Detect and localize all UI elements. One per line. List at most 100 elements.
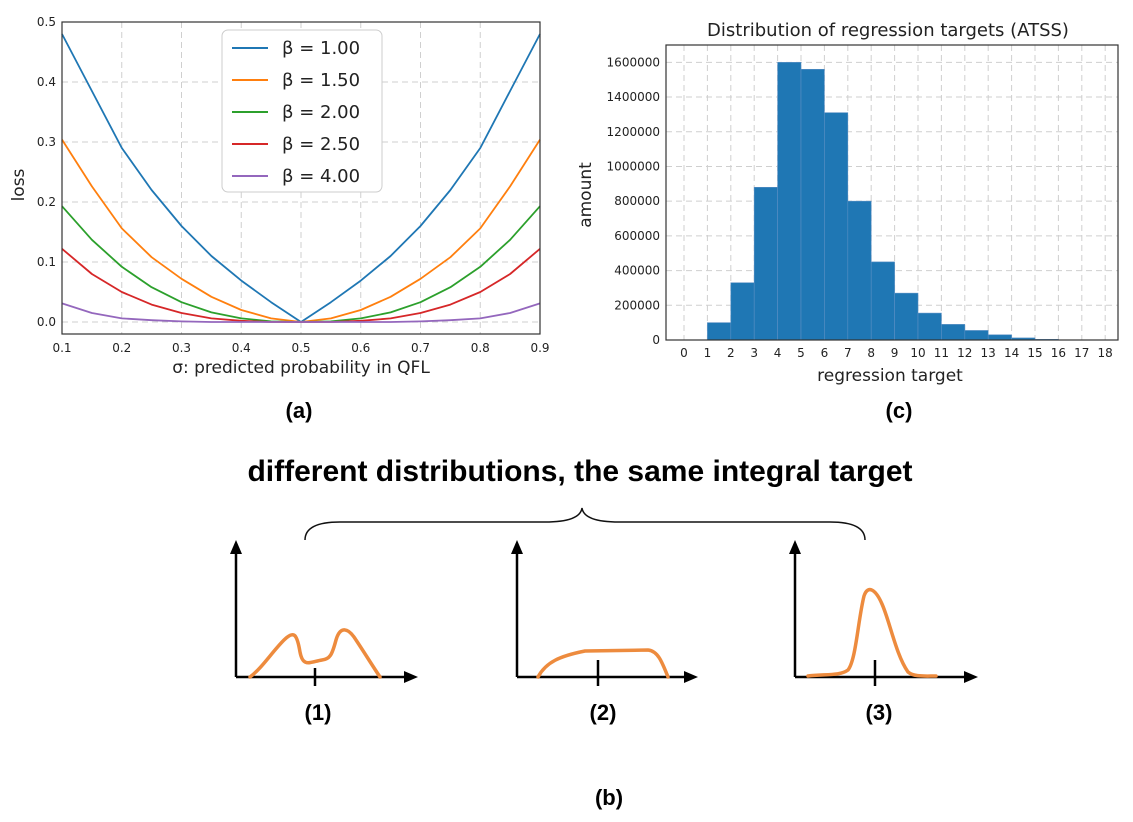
histogram-bar-4 [800, 68, 825, 341]
histogram-y-ticks: 0 200000 400000 600000 800000 1000000 1200000 1… [607, 55, 660, 347]
histogram-x-tick-8: 8 [867, 346, 875, 360]
histogram-x-tick-13: 13 [981, 346, 996, 360]
histogram-x-tick-14: 14 [1004, 346, 1019, 360]
caption-1: (1) [305, 700, 332, 725]
histogram-y-tick-3: 600000 [614, 229, 660, 243]
loss-chart-frame [61, 21, 541, 335]
sketch-1-x-arrow [404, 671, 418, 683]
histogram-bar-11 [964, 330, 989, 341]
loss-chart-lines [61, 33, 541, 323]
histogram-y-tick-0: 0 [652, 333, 660, 347]
loss-chart-x-tick-2: 0.3 [172, 341, 191, 355]
loss-chart-y-tick-1: 0.1 [37, 255, 56, 269]
sketch-2-y-arrow [511, 540, 523, 554]
legend-label-4: β = 4.00 [282, 166, 360, 187]
loss-chart-x-tick-5: 0.6 [351, 341, 370, 355]
histogram-y-tick-5: 1000000 [607, 159, 660, 173]
sketch-3-y-arrow [789, 540, 801, 554]
histogram-x-tick-12: 12 [957, 346, 972, 360]
histogram-x-tick-9: 9 [891, 346, 899, 360]
histogram-frame [665, 44, 1119, 341]
sketch-1: (1) [230, 540, 418, 725]
histogram-x-ticks: 0 1 2 3 4 5 6 7 8 9 10 11 12 13 14 15 16 17 18 [680, 346, 1113, 360]
caption-a: (a) [286, 398, 313, 423]
loss-chart-y-ticks: 0.0 0.1 0.2 0.3 0.4 0.5 [37, 15, 56, 329]
legend-label-2: β = 2.00 [282, 102, 360, 123]
histogram-x-tick-1: 1 [704, 346, 712, 360]
loss-chart-y-label: loss [9, 168, 29, 201]
caption-2: (2) [590, 700, 617, 725]
caption-b: (b) [595, 785, 623, 810]
loss-chart-legend: β = 1.00 β = 1.50 β = 2.00 β = 2.50 β = 4.00 [221, 29, 383, 193]
histogram-x-tick-7: 7 [844, 346, 852, 360]
histogram-bar-2 [753, 186, 778, 341]
loss-chart-x-tick-4: 0.5 [291, 341, 310, 355]
legend-label-0: β = 1.00 [282, 38, 360, 59]
histogram-chart: Distribution of regression targets (ATSS… [576, 20, 1119, 386]
histogram-y-tick-7: 1400000 [607, 90, 660, 104]
caption-c: (c) [886, 398, 913, 423]
histogram-y-tick-4: 800000 [614, 194, 660, 208]
histogram-x-tick-17: 17 [1074, 346, 1089, 360]
histogram-bar-10 [941, 324, 966, 341]
loss-chart-y-tick-4: 0.4 [37, 75, 56, 89]
histogram-x-tick-18: 18 [1098, 346, 1113, 360]
brace [304, 507, 866, 541]
histogram-x-tick-0: 0 [680, 346, 688, 360]
caption-3: (3) [866, 700, 893, 725]
histogram-x-tick-2: 2 [727, 346, 735, 360]
histogram-x-tick-5: 5 [797, 346, 805, 360]
histogram-bar-1 [730, 282, 755, 341]
sketch-1-y-arrow [230, 540, 242, 554]
histogram-y-label: amount [576, 162, 596, 228]
loss-chart-y-tick-0: 0.0 [37, 315, 56, 329]
loss-series-line-4 [61, 302, 541, 323]
histogram-x-tick-10: 10 [910, 346, 925, 360]
histogram-bar-0 [707, 322, 732, 341]
sketch-3-x-arrow [964, 671, 978, 683]
histogram-bar-3 [777, 62, 802, 341]
loss-chart-x-tick-1: 0.2 [112, 341, 131, 355]
histogram-x-tick-6: 6 [821, 346, 829, 360]
loss-chart-x-tick-8: 0.9 [530, 341, 549, 355]
histogram-y-tick-6: 1200000 [607, 125, 660, 139]
histogram-x-tick-11: 11 [934, 346, 949, 360]
loss-chart-x-tick-6: 0.7 [411, 341, 430, 355]
histogram-x-tick-15: 15 [1027, 346, 1042, 360]
histogram-bar-7 [870, 261, 895, 341]
legend-label-1: β = 1.50 [282, 70, 360, 91]
histogram-y-tick-8: 1600000 [607, 55, 660, 69]
loss-chart-y-tick-3: 0.3 [37, 135, 56, 149]
loss-chart-x-tick-0: 0.1 [52, 341, 71, 355]
sketch-1-curve [248, 628, 382, 679]
histogram-y-tick-1: 200000 [614, 298, 660, 312]
histogram-bar-5 [824, 112, 849, 341]
loss-chart: 0.1 0.2 0.3 0.4 0.5 0.6 0.7 0.8 0.9 0.0 0.1 0.2 0.3… [9, 15, 550, 378]
histogram-x-tick-3: 3 [750, 346, 758, 360]
histogram-bar-9 [917, 312, 942, 341]
histogram-y-tick-2: 400000 [614, 264, 660, 278]
sketch-2-x-arrow [684, 671, 698, 683]
legend-box [221, 29, 383, 193]
loss-chart-y-tick-5: 0.5 [37, 15, 56, 29]
sketch-3: (3) [789, 540, 978, 725]
histogram-title: Distribution of regression targets (ATSS… [707, 20, 1069, 41]
histogram-bar-8 [894, 292, 919, 341]
legend-label-3: β = 2.50 [282, 134, 360, 155]
histogram-bar-12 [987, 334, 1012, 341]
sketch-2-curve [536, 648, 670, 679]
loss-chart-x-ticks: 0.1 0.2 0.3 0.4 0.5 0.6 0.7 0.8 0.9 [52, 341, 549, 355]
loss-chart-y-tick-2: 0.2 [37, 195, 56, 209]
sketch-3-curve [806, 587, 938, 678]
histogram-x-label: regression target [817, 366, 963, 386]
headline: different distributions, the same integr… [247, 455, 912, 488]
histogram-bars [707, 62, 1059, 341]
histogram-x-tick-4: 4 [774, 346, 782, 360]
legend-entries: β = 1.00 β = 1.50 β = 2.00 β = 2.50 β = 4.00 [232, 38, 360, 187]
histogram-x-tick-16: 16 [1051, 346, 1066, 360]
loss-chart-x-tick-3: 0.4 [232, 341, 251, 355]
loss-chart-x-label: σ: predicted probability in QFL [172, 358, 430, 378]
histogram-bar-6 [847, 200, 872, 341]
sketch-2: (2) [511, 540, 698, 725]
